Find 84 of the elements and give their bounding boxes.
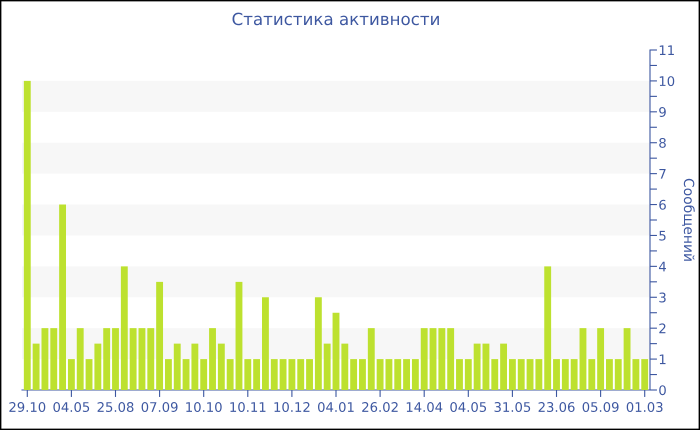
x-tick-label: 29.10 xyxy=(9,402,46,412)
bar xyxy=(236,282,242,390)
bar xyxy=(491,359,498,390)
x-tick-label: 04.05 xyxy=(450,402,486,412)
bar xyxy=(456,359,463,390)
x-tick-label: 01.03 xyxy=(626,402,663,412)
y-tick-label: 2 xyxy=(659,323,666,334)
y-tick-label: 3 xyxy=(659,292,666,302)
y-tick-label: 10 xyxy=(660,76,674,86)
y-tick-label: 5 xyxy=(659,230,666,241)
x-tick-label: 10.12 xyxy=(274,402,310,412)
x-tick-label: 10.11 xyxy=(230,402,266,412)
x-tick-label: 04.05 xyxy=(53,402,90,412)
bar xyxy=(191,344,198,390)
bar xyxy=(614,359,622,390)
bar xyxy=(174,344,181,390)
bar xyxy=(270,359,278,390)
bar xyxy=(430,328,436,390)
bar xyxy=(359,359,366,390)
bar xyxy=(86,359,92,390)
bar xyxy=(41,328,48,390)
x-tick-label: 07.09 xyxy=(142,402,178,412)
bar xyxy=(412,359,419,390)
bar xyxy=(306,359,313,390)
bar xyxy=(482,344,490,390)
bar xyxy=(262,297,269,390)
bar xyxy=(641,359,648,390)
chart-title: Статистика активности xyxy=(232,12,439,26)
bar xyxy=(112,328,119,390)
y-tick-label: 9 xyxy=(659,107,666,118)
y-tick-label: 7 xyxy=(659,169,666,179)
bar xyxy=(332,312,340,390)
bar xyxy=(403,359,410,390)
bar xyxy=(588,359,596,390)
y-tick-label: 4 xyxy=(658,262,666,272)
bar xyxy=(164,359,172,390)
bar xyxy=(518,359,525,390)
bar xyxy=(147,328,154,390)
bar xyxy=(368,328,375,390)
x-tick-label: 04.01 xyxy=(318,402,354,412)
x-tick-label: 23.06 xyxy=(538,402,575,412)
y-axis-title: Сообщений xyxy=(682,178,695,261)
y-tick-label: 0 xyxy=(659,385,666,396)
x-tick-label: 31.05 xyxy=(494,402,530,412)
y-tick-label: 6 xyxy=(659,200,666,210)
bar xyxy=(244,359,252,390)
bar xyxy=(385,359,392,390)
bar xyxy=(553,359,560,390)
x-tick-label: 26.02 xyxy=(362,402,398,412)
bar xyxy=(59,204,66,390)
bar xyxy=(50,328,58,390)
bar xyxy=(156,282,164,390)
bar xyxy=(138,328,146,390)
bar xyxy=(508,359,516,390)
bar xyxy=(288,359,296,390)
bar xyxy=(464,359,472,390)
bar xyxy=(376,359,384,390)
x-tick-label: 14.04 xyxy=(406,402,442,412)
y-tick-label: 1 xyxy=(660,354,666,364)
bar xyxy=(280,359,287,390)
bar xyxy=(182,359,190,390)
bar xyxy=(32,344,40,390)
bar xyxy=(24,80,31,390)
bar xyxy=(606,359,613,390)
bar xyxy=(68,359,75,390)
bar xyxy=(624,328,631,390)
bar xyxy=(297,359,304,390)
bar xyxy=(253,359,260,390)
bar xyxy=(474,344,481,390)
bar xyxy=(420,328,428,390)
bar xyxy=(580,328,586,390)
bar xyxy=(526,359,534,390)
bar xyxy=(394,359,402,390)
bar xyxy=(632,359,640,390)
y-tick-label: 11 xyxy=(660,45,674,56)
bar xyxy=(500,344,508,390)
bar xyxy=(209,328,216,390)
bar xyxy=(597,328,604,390)
y-tick-label: 8 xyxy=(659,138,666,148)
x-tick-label: 10.10 xyxy=(186,402,222,412)
bar xyxy=(200,359,208,390)
x-tick-label: 25.08 xyxy=(98,402,134,412)
bar xyxy=(76,328,84,390)
x-tick-label: 05.09 xyxy=(582,402,619,412)
